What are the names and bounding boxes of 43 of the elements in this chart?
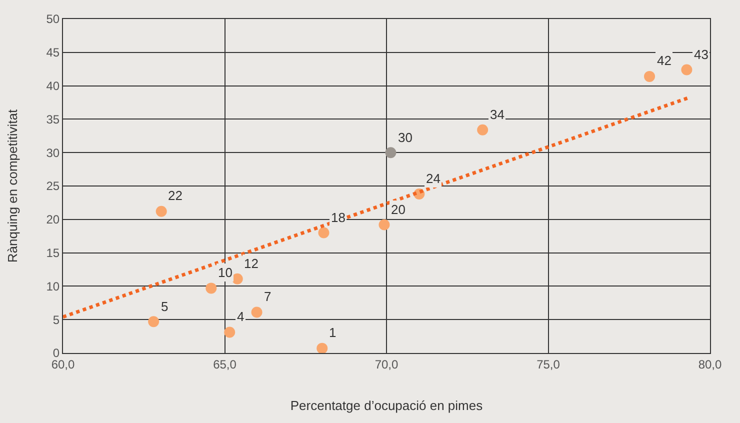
y-tick-label: 30 bbox=[46, 146, 60, 160]
annotation: 18 bbox=[331, 210, 346, 225]
annotation: 4 bbox=[237, 309, 244, 324]
point bbox=[681, 64, 692, 76]
x-tick-label: 70,0 bbox=[374, 357, 398, 372]
point bbox=[316, 342, 328, 354]
x-tick-label: 75,0 bbox=[536, 357, 560, 372]
y-tick-label: 20 bbox=[46, 212, 60, 227]
x-tick-label: 80,0 bbox=[698, 357, 722, 372]
x-axis-title: Percentatge d’ocupació en pimes bbox=[290, 398, 484, 413]
annotation: 5 bbox=[161, 299, 168, 314]
y-tick-label: 40 bbox=[46, 79, 60, 93]
point bbox=[644, 70, 656, 82]
x-tick-label: 65,0 bbox=[213, 357, 237, 372]
y-tick-label: 25 bbox=[46, 179, 60, 194]
point bbox=[318, 227, 330, 238]
y-tick-label: 50 bbox=[46, 12, 60, 26]
annotation: 43 bbox=[694, 47, 708, 62]
point bbox=[385, 147, 396, 158]
annotation: 7 bbox=[264, 289, 272, 304]
annotation: 22 bbox=[168, 188, 182, 203]
y-tick-label: 45 bbox=[46, 46, 60, 60]
point bbox=[232, 273, 243, 284]
annotation: 42 bbox=[657, 53, 672, 68]
annotation: 1 bbox=[329, 325, 336, 340]
point bbox=[224, 326, 236, 338]
point bbox=[378, 219, 390, 230]
y-axis-title: Rànquing en competitivitat bbox=[5, 109, 20, 263]
annotation: 20 bbox=[391, 202, 406, 217]
annotation: 24 bbox=[426, 171, 440, 186]
point bbox=[148, 316, 160, 328]
point bbox=[477, 124, 488, 136]
y-tick-label: 15 bbox=[46, 246, 60, 260]
y-tick-label: 35 bbox=[46, 112, 60, 126]
y-tick-label: 10 bbox=[46, 279, 60, 294]
point bbox=[156, 206, 167, 217]
annotation: 10 bbox=[218, 265, 232, 280]
annotation: 12 bbox=[244, 256, 258, 271]
annotation: 30 bbox=[398, 130, 412, 145]
annotation: 34 bbox=[490, 107, 504, 122]
point bbox=[251, 306, 262, 318]
point bbox=[206, 282, 217, 294]
y-tick-label: 5 bbox=[52, 312, 60, 327]
